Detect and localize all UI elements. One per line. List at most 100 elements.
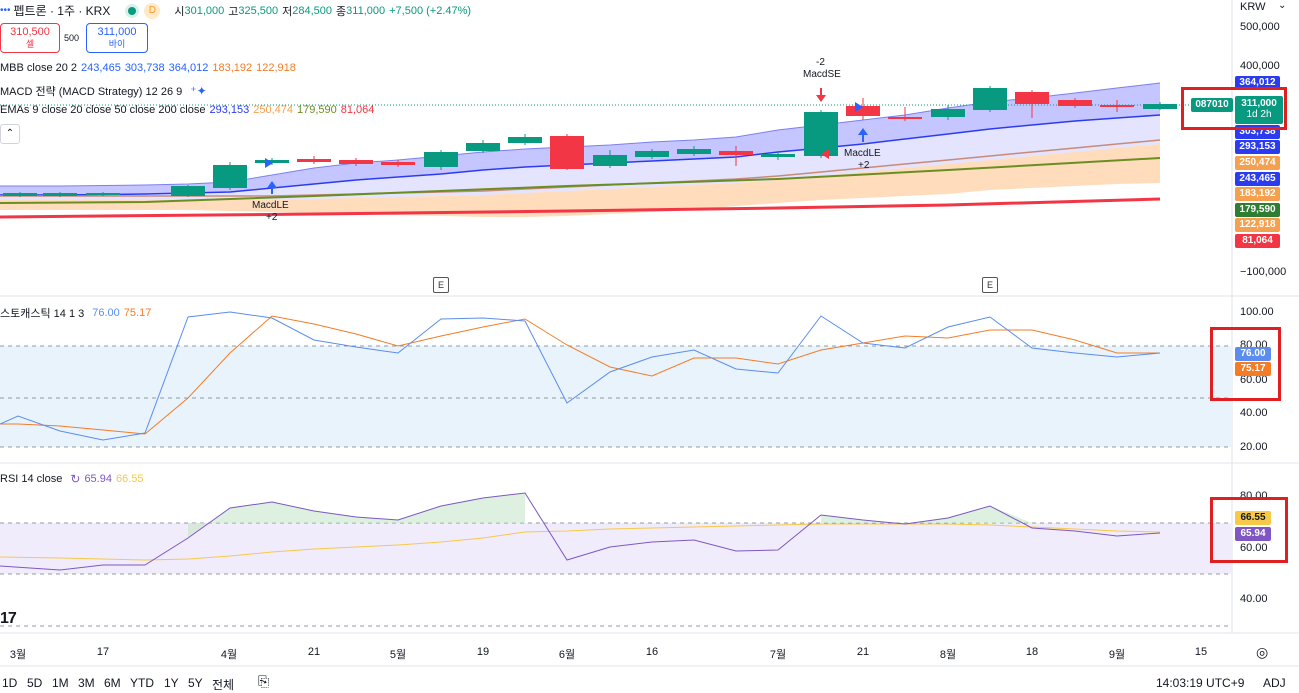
rsi-band-fill: [0, 523, 1232, 574]
timeframe-1d[interactable]: 1D: [2, 676, 18, 690]
ema200-line: [0, 197, 1161, 219]
time-axis-label: 17: [96, 646, 110, 658]
legend-mbb-v5: 122,918: [256, 62, 296, 74]
open-value: 301,000: [184, 4, 225, 17]
rsi-ma-tag: 66.55: [1235, 511, 1271, 525]
time-axis-settings-icon[interactable]: ◎: [1256, 644, 1269, 660]
legend-emas-v2: 250,474: [253, 104, 293, 116]
candle-body: [593, 155, 627, 166]
stoch-axis-label: 100.00: [1240, 306, 1274, 318]
legend-emas-v1: 293,153: [209, 104, 250, 116]
legend-emas[interactable]: EMAs 9 close 20 close 50 close 200 close…: [0, 104, 374, 116]
candle-body: [43, 193, 77, 196]
timeframe-all[interactable]: 전체: [212, 678, 235, 692]
collapse-legend-button[interactable]: ⌃: [0, 124, 20, 144]
open-label: 시: [174, 5, 185, 18]
strategy-report-icon[interactable]: ⁺✦: [190, 84, 207, 98]
price-tag-ema20: 250,474: [1235, 156, 1280, 170]
sell-button[interactable]: 310,500 셀: [0, 23, 60, 53]
buy-signal-arrow: [267, 181, 277, 188]
timeframe-1y[interactable]: 1Y: [164, 676, 179, 690]
sell-price: 310,500: [10, 26, 50, 38]
candle-body: [1100, 105, 1134, 107]
price-tag-bb-upper: 364,012: [1235, 76, 1280, 90]
low-value: 284,500: [292, 4, 333, 17]
candle-body: [719, 151, 753, 155]
entry-marker: [855, 102, 863, 112]
legend-stoch-label: 스토캐스틱 14 1 3: [0, 308, 85, 320]
date-range-calendar-icon[interactable]: ⎘: [258, 673, 270, 689]
legend-mbb-v4: 183,192: [212, 62, 253, 74]
price-tag-bb-lower2: 122,918: [1235, 218, 1280, 232]
price-tag-ema9: 293,153: [1235, 140, 1280, 154]
legend-emas-label: EMAs 9 close 20 close 50 close 200 close: [0, 104, 206, 116]
legend-macd-label: MACD 전략 (MACD Strategy) 12 26 9: [0, 86, 183, 98]
legend-stoch[interactable]: 스토캐스틱 14 1 3 76.00 75.17: [0, 305, 151, 321]
rsi-sync-icon[interactable]: ↻: [70, 472, 81, 486]
rsi-overbought-fill: [821, 506, 1032, 524]
high-value: 325,500: [238, 4, 279, 17]
legend-mbb-v1: 243,465: [81, 62, 121, 74]
bar-countdown: 1d 2h: [1246, 109, 1272, 120]
bb-mid-fill: [0, 115, 1160, 200]
candle-body: [550, 136, 584, 169]
symbol-tag: 087010: [1191, 98, 1233, 112]
bb-lower-fill: [0, 144, 1160, 217]
stoch-band-fill: [0, 346, 1232, 447]
price-axis-currency[interactable]: KRW: [1240, 1, 1266, 13]
candle-body: [466, 143, 500, 151]
time-axis-label: 6월: [558, 649, 576, 661]
stoch-axis-label: 60.00: [1240, 374, 1268, 386]
candle-body: [255, 160, 289, 163]
rsi-axis-label: 60.00: [1240, 542, 1268, 554]
legend-emas-v3: 179,590: [296, 104, 337, 116]
sell-signal-arrow: [816, 95, 826, 102]
rsi-tag: 65.94: [1235, 527, 1271, 541]
earnings-marker[interactable]: E: [982, 277, 998, 293]
candle-body: [804, 112, 838, 156]
candle-body: [677, 149, 711, 154]
legend-mbb[interactable]: MBB close 20 2 243,465 303,738 364,012 1…: [0, 62, 296, 74]
legend-macd[interactable]: MACD 전략 (MACD Strategy) 12 26 9 ⁺✦: [0, 83, 207, 99]
timeframe-1m[interactable]: 1M: [52, 676, 69, 690]
symbol-title[interactable]: 펩트론 · 1주 · KRX: [13, 4, 111, 18]
market-open-icon: [128, 6, 137, 15]
change-value: +7,500 (+2.47%): [389, 4, 472, 17]
ema50-line: [0, 157, 1161, 204]
stoch-axis-label: 40.00: [1240, 407, 1268, 419]
rsi-ma-line: [0, 523, 1161, 561]
data-status-badge[interactable]: D: [144, 2, 161, 19]
timeframe-6m[interactable]: 6M: [104, 676, 121, 690]
candle-body: [3, 193, 37, 196]
buy-button[interactable]: 311,000 바이: [86, 23, 148, 53]
currency-dropdown-icon[interactable]: ⌄: [1278, 0, 1287, 11]
time-axis-label: 19: [476, 646, 490, 658]
symbol-menu-icon[interactable]: •••: [0, 5, 11, 16]
buy-price: 311,000: [97, 26, 137, 38]
legend-mbb-v2: 303,738: [124, 62, 165, 74]
timeframe-ytd[interactable]: YTD: [130, 676, 154, 690]
time-axis-label: 21: [307, 646, 321, 658]
symbol-header: ••• 펩트론 · 1주 · KRX D 시 301,000 고 325,500…: [0, 2, 471, 19]
price-tag-ema200: 81,064: [1235, 234, 1280, 248]
candle-body: [171, 186, 205, 196]
adjust-toggle[interactable]: ADJ: [1263, 676, 1286, 690]
order-quantity[interactable]: 500: [64, 33, 80, 43]
earnings-marker[interactable]: E: [433, 277, 449, 293]
signal-macd-se-qty: -2: [816, 57, 825, 68]
price-axis-label: 400,000: [1240, 60, 1280, 72]
highlight-rsi-values: [1210, 497, 1288, 563]
close-value: 311,000: [346, 4, 386, 17]
clock[interactable]: 14:03:19 UTC+9: [1156, 676, 1245, 690]
price-tag-bb-lower1: 183,192: [1235, 187, 1280, 201]
stoch-d-line: [0, 315, 1160, 435]
time-axis-label: 15: [1194, 646, 1208, 658]
low-label: 저: [282, 5, 293, 18]
timeframe-5y[interactable]: 5Y: [188, 676, 203, 690]
timeframe-5d[interactable]: 5D: [27, 676, 43, 690]
timeframe-3m[interactable]: 3M: [78, 676, 95, 690]
price-axis-label: −100,000: [1240, 266, 1287, 278]
candle-body: [339, 160, 373, 164]
legend-rsi[interactable]: RSI 14 close ↻ 65.94 66.55: [0, 472, 144, 486]
